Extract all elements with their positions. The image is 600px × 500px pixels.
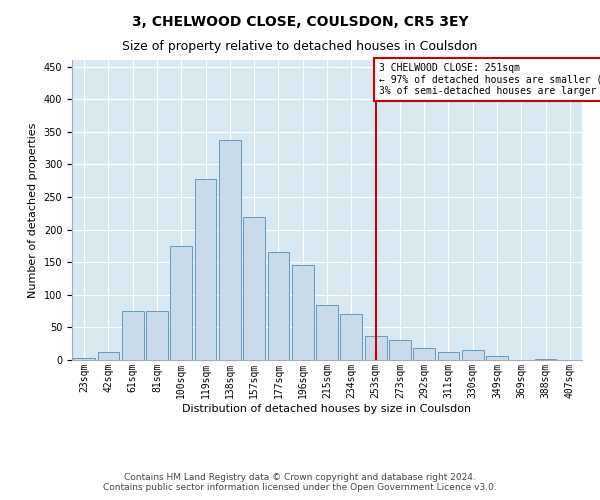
Bar xyxy=(194,180,217,360)
Bar xyxy=(97,352,119,360)
Bar xyxy=(122,311,143,360)
Bar xyxy=(268,252,289,360)
Text: 3, CHELWOOD CLOSE, COULSDON, CR5 3EY: 3, CHELWOOD CLOSE, COULSDON, CR5 3EY xyxy=(131,15,469,29)
Bar xyxy=(535,358,556,360)
Bar xyxy=(73,358,95,360)
Bar xyxy=(146,311,168,360)
Bar xyxy=(219,140,241,360)
Y-axis label: Number of detached properties: Number of detached properties xyxy=(28,122,38,298)
Bar xyxy=(437,352,460,360)
Bar xyxy=(413,348,435,360)
Bar xyxy=(462,350,484,360)
Bar xyxy=(340,314,362,360)
Text: Size of property relative to detached houses in Coulsdon: Size of property relative to detached ho… xyxy=(122,40,478,53)
Bar xyxy=(243,216,265,360)
Bar xyxy=(316,304,338,360)
X-axis label: Distribution of detached houses by size in Coulsdon: Distribution of detached houses by size … xyxy=(182,404,472,413)
Bar xyxy=(486,356,508,360)
Bar xyxy=(170,246,192,360)
Bar xyxy=(365,336,386,360)
Bar xyxy=(389,340,411,360)
Text: Contains HM Land Registry data © Crown copyright and database right 2024.
Contai: Contains HM Land Registry data © Crown c… xyxy=(103,473,497,492)
Text: 3 CHELWOOD CLOSE: 251sqm
← 97% of detached houses are smaller (1,539)
3% of semi: 3 CHELWOOD CLOSE: 251sqm ← 97% of detach… xyxy=(379,64,600,96)
Bar xyxy=(292,266,314,360)
